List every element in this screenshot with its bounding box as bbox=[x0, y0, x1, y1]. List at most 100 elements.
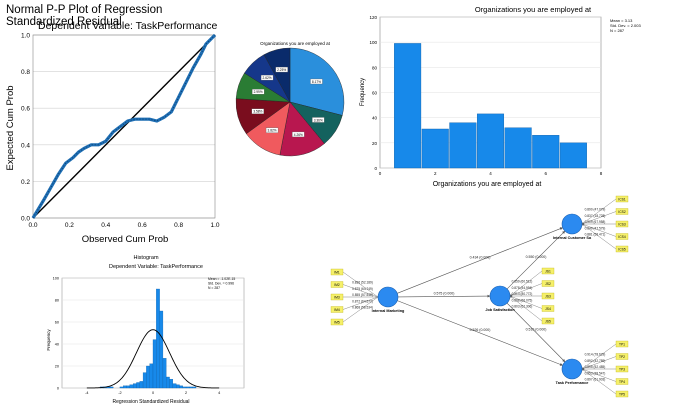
freq-ytick-label: 20 bbox=[372, 141, 378, 146]
hist-bar bbox=[123, 385, 127, 389]
pie-label-box bbox=[251, 108, 264, 114]
freq-ytick-label: 120 bbox=[369, 15, 377, 20]
indicator-link bbox=[509, 283, 543, 297]
indicator-box bbox=[615, 245, 629, 253]
pie-label-box bbox=[292, 131, 305, 138]
hist-bar bbox=[185, 386, 190, 389]
indicator-label: ICS3 bbox=[618, 222, 625, 226]
hist-xtick-label: 4 bbox=[218, 391, 220, 395]
loading-label: 0.914 (80.772) bbox=[512, 292, 533, 296]
indicator-box bbox=[541, 305, 555, 312]
pie-slice-label: 8.17% bbox=[312, 80, 321, 84]
indicator-label: TP5 bbox=[619, 392, 625, 396]
hist-ytick-label: 100 bbox=[53, 277, 59, 281]
structural-model-panel: IM1 0.836 (52.189) IM2 0.875 (64.749) IM3 0.8… bbox=[320, 190, 680, 409]
indicator-link bbox=[342, 284, 379, 298]
indicator-label: ICS1 bbox=[618, 197, 625, 201]
hist-bar bbox=[146, 365, 150, 389]
indicator-label: IM1 bbox=[334, 270, 340, 274]
indicator-link bbox=[581, 223, 617, 250]
hist-xtick-label: -2 bbox=[118, 391, 121, 395]
loading-label: 0.909 (67.958) bbox=[585, 220, 606, 224]
loading-label: 0.855 (57.548) bbox=[352, 293, 373, 297]
construct-label: Internal Customer Sa bbox=[553, 236, 592, 240]
hist-xlabel: Regression Standardized Residual bbox=[113, 399, 190, 405]
freq-xtick-label: 0 bbox=[379, 171, 382, 176]
indicator-box bbox=[615, 220, 629, 228]
hist-bar bbox=[179, 385, 183, 389]
construct-node bbox=[377, 286, 399, 308]
hist-xtick-label: 2 bbox=[185, 391, 187, 395]
hist-ytick-label: 20 bbox=[55, 365, 59, 369]
pie-panel: Organizations you are employed at 8.17% 3… bbox=[228, 38, 350, 160]
structural-path bbox=[506, 302, 566, 363]
path-coefficient-label: 0.550 (0.000) bbox=[526, 255, 547, 259]
pie-slice-label: 3.36% bbox=[314, 118, 323, 122]
indicator-box bbox=[615, 340, 629, 348]
hist-bar bbox=[169, 379, 174, 389]
freq-bar bbox=[476, 113, 505, 169]
loading-label: 0.892 (42.789) bbox=[585, 359, 606, 363]
construct-label: Internal Marketing bbox=[372, 309, 405, 313]
indicator-label: JS1 bbox=[545, 269, 551, 273]
hist-xtick-label: -4 bbox=[85, 391, 88, 395]
indicator-box bbox=[615, 208, 629, 215]
loading-label: 0.837 (18.728) bbox=[585, 214, 606, 218]
indicator-label: IM4 bbox=[334, 308, 340, 312]
indicator-link bbox=[581, 223, 617, 237]
path-coefficient-label: 0.526 (0.000) bbox=[470, 328, 491, 332]
indicator-box bbox=[330, 268, 344, 276]
hist-stat-text: Mean = -1.02E-15 bbox=[208, 277, 235, 281]
pie-slice-label: 4.26% bbox=[294, 133, 303, 137]
pp-plot-subtitle: Dependent Variable: TaskPerformance bbox=[38, 20, 218, 32]
indicator-box bbox=[541, 280, 555, 287]
construct-label: Job Satisfaction bbox=[485, 308, 515, 312]
loading-label: 0.872 (64.572) bbox=[352, 299, 373, 303]
pie-slice-label: 2.62% bbox=[263, 76, 272, 80]
hist-bar bbox=[159, 310, 164, 389]
freq-ylabel: Frequency bbox=[360, 78, 366, 106]
indicator-box bbox=[541, 317, 555, 325]
hist-stat-text: Std. Dev. = 0.996 bbox=[208, 282, 234, 286]
freq-bar bbox=[449, 122, 477, 169]
freq-stat-text: Mean = 3.13 bbox=[610, 18, 633, 23]
pp-xtick-label: 0.4 bbox=[101, 222, 110, 229]
freq-stat-text: Std. Dev. = 2.003 bbox=[610, 23, 641, 28]
pie-label-box bbox=[310, 78, 323, 85]
hist-bar bbox=[119, 386, 124, 389]
hist-bar bbox=[142, 372, 147, 389]
loading-label: 0.881 (58.471) bbox=[585, 233, 606, 237]
hist-bar bbox=[189, 386, 193, 389]
indicator-label: ICS5 bbox=[618, 247, 625, 251]
pp-ytick-label: 0.6 bbox=[21, 106, 30, 113]
indicator-box bbox=[615, 353, 629, 360]
pp-ytick-label: 0.4 bbox=[21, 142, 30, 149]
hist-bar bbox=[136, 382, 140, 389]
indicator-label: TP4 bbox=[619, 380, 625, 384]
freq-ytick-label: 80 bbox=[372, 65, 378, 70]
hist-ytick-label: 60 bbox=[55, 321, 59, 325]
pp-plot-title: Normal P-P Plot of Regression Standardiz… bbox=[6, 4, 163, 28]
indicator-link bbox=[581, 368, 617, 395]
freq-bar bbox=[504, 127, 532, 169]
hist-bar bbox=[172, 383, 177, 389]
indicator-link bbox=[509, 270, 543, 297]
freq-xtick-label: 8 bbox=[600, 171, 603, 176]
hist-bar bbox=[182, 386, 187, 389]
loading-label: 0.849 (47.579) bbox=[585, 226, 606, 230]
pp-xlabel: Observed Cum Prob bbox=[82, 234, 169, 245]
indicator-link bbox=[509, 295, 543, 309]
indicator-box bbox=[615, 378, 629, 385]
pie-slice bbox=[263, 47, 291, 103]
hist-bar bbox=[126, 385, 130, 389]
pp-xtick-label: 0.8 bbox=[174, 222, 183, 229]
pie-slice-label: 3.58% bbox=[253, 110, 262, 114]
hist-bar bbox=[152, 339, 157, 389]
freq-xtick-label: 2 bbox=[434, 171, 437, 176]
hist-bar bbox=[162, 358, 167, 389]
loading-label: 0.853 (38.547) bbox=[585, 371, 606, 375]
frequency-histogram-panel: Organizations you are employed at 0 20 40 6… bbox=[357, 0, 680, 192]
pp-xtick-label: 0.0 bbox=[28, 222, 37, 229]
loading-label: 0.888 (66.075) bbox=[512, 298, 533, 302]
pp-ytick-label: 0.8 bbox=[21, 69, 30, 76]
